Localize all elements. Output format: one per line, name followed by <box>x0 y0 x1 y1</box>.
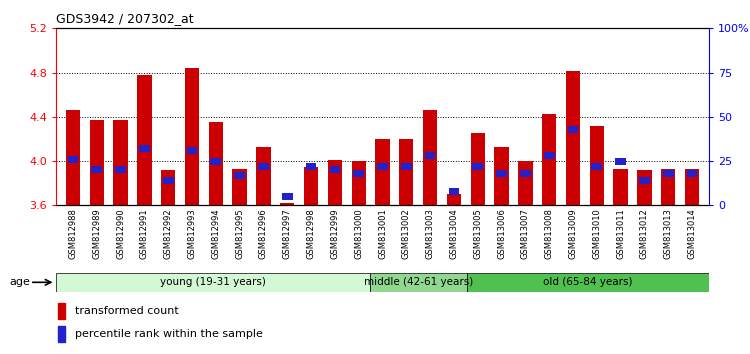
Bar <box>258 163 268 170</box>
Bar <box>58 326 65 342</box>
Bar <box>161 170 176 205</box>
Bar <box>520 170 531 177</box>
Text: young (19-31 years): young (19-31 years) <box>160 277 266 287</box>
Bar <box>544 152 554 159</box>
Text: percentile rank within the sample: percentile rank within the sample <box>74 330 262 339</box>
Bar <box>66 110 80 205</box>
Bar <box>638 170 652 205</box>
Bar <box>568 126 578 133</box>
Bar <box>328 160 342 205</box>
Bar <box>566 72 580 205</box>
Bar <box>92 166 102 173</box>
Bar <box>187 147 197 154</box>
Bar <box>56 273 370 292</box>
Bar <box>614 169 628 205</box>
Bar <box>401 163 412 170</box>
Bar <box>685 169 699 205</box>
Bar <box>470 133 485 205</box>
Bar <box>234 172 245 179</box>
Bar <box>467 273 709 292</box>
Bar <box>282 193 292 200</box>
Bar <box>448 188 459 195</box>
Bar <box>139 145 150 152</box>
Bar <box>687 170 698 177</box>
Text: GDS3942 / 207302_at: GDS3942 / 207302_at <box>56 12 194 25</box>
Bar <box>592 163 602 170</box>
Bar <box>352 161 366 205</box>
Bar <box>399 139 413 205</box>
Bar <box>518 161 532 205</box>
Bar <box>329 166 340 173</box>
Bar <box>256 147 271 205</box>
Text: transformed count: transformed count <box>74 307 178 316</box>
Bar <box>542 114 556 205</box>
Bar <box>304 167 318 205</box>
Bar <box>68 156 78 163</box>
Bar <box>447 194 461 205</box>
Bar <box>163 177 173 184</box>
Bar <box>280 203 295 205</box>
Bar <box>113 120 128 205</box>
Bar <box>184 68 200 205</box>
Bar <box>494 147 508 205</box>
Bar <box>211 158 221 165</box>
Bar <box>375 139 390 205</box>
Bar <box>306 163 316 170</box>
Bar <box>661 169 676 205</box>
Bar <box>232 169 247 205</box>
Bar <box>663 170 674 177</box>
Text: middle (42-61 years): middle (42-61 years) <box>364 277 473 287</box>
Text: age: age <box>9 277 30 287</box>
Bar <box>496 170 507 177</box>
Bar <box>89 120 104 205</box>
Bar <box>472 163 483 170</box>
Bar <box>137 75 152 205</box>
Text: old (65-84 years): old (65-84 years) <box>543 277 633 287</box>
Bar <box>377 163 388 170</box>
Bar <box>424 152 436 159</box>
Bar <box>590 126 604 205</box>
Bar <box>423 110 437 205</box>
Bar <box>639 177 650 184</box>
Bar <box>370 273 467 292</box>
Bar <box>209 122 223 205</box>
Bar <box>58 303 65 319</box>
Bar <box>116 166 126 173</box>
Bar <box>353 170 364 177</box>
Bar <box>615 158 626 165</box>
